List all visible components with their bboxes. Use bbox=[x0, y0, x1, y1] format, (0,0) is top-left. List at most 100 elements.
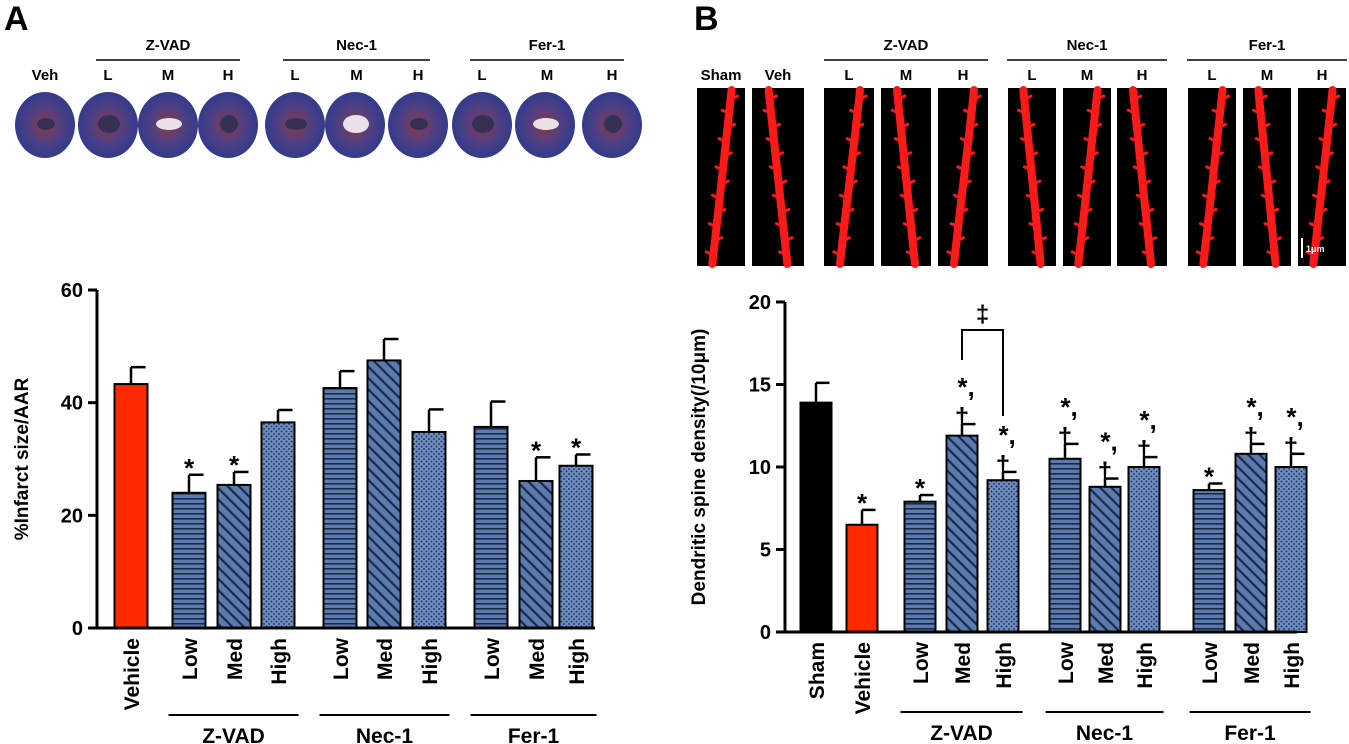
heart-section-image bbox=[388, 92, 448, 158]
bar bbox=[260, 421, 296, 629]
dose-label: L bbox=[290, 67, 299, 84]
dendrite-spine bbox=[716, 207, 727, 214]
bar bbox=[366, 359, 402, 629]
dendrite-image bbox=[1117, 86, 1167, 268]
bar bbox=[1234, 452, 1268, 633]
x-tick-label: Vehicle bbox=[852, 642, 875, 714]
dendrite-spine bbox=[1083, 137, 1094, 144]
dendrite-spine bbox=[1205, 165, 1216, 172]
x-tick-label: High bbox=[993, 642, 1016, 689]
dose-label: M bbox=[1081, 67, 1094, 84]
bar-group: *,† bbox=[945, 372, 979, 633]
dose-label: H bbox=[607, 67, 618, 84]
bar bbox=[799, 401, 833, 633]
bar bbox=[1088, 485, 1122, 633]
significance-annotation: *, bbox=[1246, 392, 1263, 422]
dendrite-spine bbox=[955, 236, 965, 243]
bar bbox=[1127, 466, 1161, 633]
heart-section-image bbox=[515, 92, 575, 158]
group-label-fer-1: Fer-1 bbox=[1189, 711, 1311, 744]
x-tick-label: Low bbox=[179, 637, 202, 680]
dose-label: H bbox=[1137, 67, 1148, 84]
dendrite-spine bbox=[1211, 108, 1222, 115]
x-tick-label: High bbox=[566, 638, 589, 685]
dendrite-spine bbox=[963, 108, 973, 115]
dendrite-spine bbox=[959, 137, 970, 144]
x-tick-label: Vehicle bbox=[121, 638, 144, 710]
heart-section-image bbox=[198, 92, 258, 158]
dendrite-spine bbox=[896, 94, 907, 101]
x-tick-label: Low bbox=[481, 637, 504, 680]
dendrite-spine bbox=[713, 236, 724, 243]
dose-label: L bbox=[477, 67, 486, 84]
y-tick-label: 5 bbox=[760, 540, 771, 562]
dendrite-spine bbox=[1025, 193, 1036, 200]
bar bbox=[113, 383, 149, 629]
dendrite-spine bbox=[965, 151, 975, 158]
dendrite-spine bbox=[971, 94, 982, 101]
dendrite-spine bbox=[1028, 222, 1039, 229]
dendrite-spine bbox=[1147, 236, 1158, 243]
dendrite-image bbox=[1298, 86, 1346, 268]
group-label-nec-1: Nec-1 bbox=[319, 714, 450, 744]
bracket-symbol: ‡ bbox=[976, 301, 989, 328]
dendrite-spine bbox=[1220, 94, 1231, 101]
x-tick-label: Med bbox=[224, 638, 247, 680]
dose-label: M bbox=[1261, 67, 1274, 84]
dagger-annotation: † bbox=[1137, 435, 1151, 465]
dendrite-spine bbox=[1305, 250, 1316, 257]
dendrite-image bbox=[1008, 86, 1056, 268]
bar bbox=[216, 483, 252, 629]
y-tick-label: 15 bbox=[749, 375, 771, 397]
dendrite-image bbox=[752, 86, 804, 268]
bar bbox=[945, 434, 979, 633]
dendrite-spine bbox=[1318, 137, 1329, 144]
dendrite-spine bbox=[849, 108, 859, 115]
dendrite-spine bbox=[711, 193, 722, 200]
dagger-annotation: † bbox=[996, 450, 1010, 480]
dendrite-spine bbox=[1314, 236, 1325, 243]
dagger-annotation: † bbox=[1284, 432, 1298, 462]
dendrite-spine bbox=[765, 137, 776, 144]
heart-section-lumen bbox=[156, 118, 182, 130]
dendrite-spine bbox=[1126, 108, 1137, 115]
dendrite-spine bbox=[767, 94, 778, 101]
x-tick-label: Low bbox=[910, 641, 933, 684]
bar-group bbox=[113, 365, 149, 629]
image-group-nec-1: Nec-1 L M H bbox=[1007, 37, 1167, 84]
dendrite-spine bbox=[835, 222, 846, 229]
dose-label: L bbox=[103, 67, 112, 84]
bar bbox=[1274, 466, 1308, 633]
dendrite-spine bbox=[1308, 222, 1319, 229]
heart-section-image bbox=[265, 92, 325, 158]
dendrite-spine bbox=[844, 207, 855, 214]
image-group-name: Nec-1 bbox=[1067, 37, 1108, 54]
dendrite-image bbox=[938, 86, 988, 268]
dendrite-spine bbox=[1129, 137, 1140, 144]
dendrite-spine bbox=[714, 165, 725, 172]
dendrite-spine bbox=[839, 193, 849, 200]
dendrite-spine bbox=[1202, 193, 1213, 200]
dendrite-spine bbox=[1025, 122, 1036, 129]
panel-a-label: A bbox=[4, 0, 29, 38]
dendrite-spine bbox=[1031, 250, 1042, 257]
y-tick-label: 20 bbox=[749, 292, 771, 314]
bar-group: *,† bbox=[986, 420, 1020, 634]
group-name: Nec-1 bbox=[1076, 722, 1134, 744]
bar-group: * bbox=[1192, 462, 1226, 633]
dendrite-spine bbox=[845, 137, 856, 144]
dendrite-spine bbox=[1080, 165, 1091, 172]
bar-group bbox=[322, 369, 358, 629]
dendrite-spine bbox=[1320, 179, 1331, 186]
image-group-name: Z-VAD bbox=[146, 37, 191, 54]
heart-section-lumen bbox=[604, 115, 622, 133]
dendrite-spine bbox=[841, 236, 851, 243]
dendrite-spine bbox=[899, 122, 910, 129]
bar-group: *,† bbox=[1234, 392, 1268, 633]
sham-image-label: Sham bbox=[701, 67, 742, 84]
dendrite-spine bbox=[1138, 151, 1149, 158]
dendrite-spine bbox=[1034, 207, 1045, 214]
significance-annotation: *, bbox=[1139, 405, 1156, 435]
y-tick-label: 40 bbox=[61, 393, 83, 415]
